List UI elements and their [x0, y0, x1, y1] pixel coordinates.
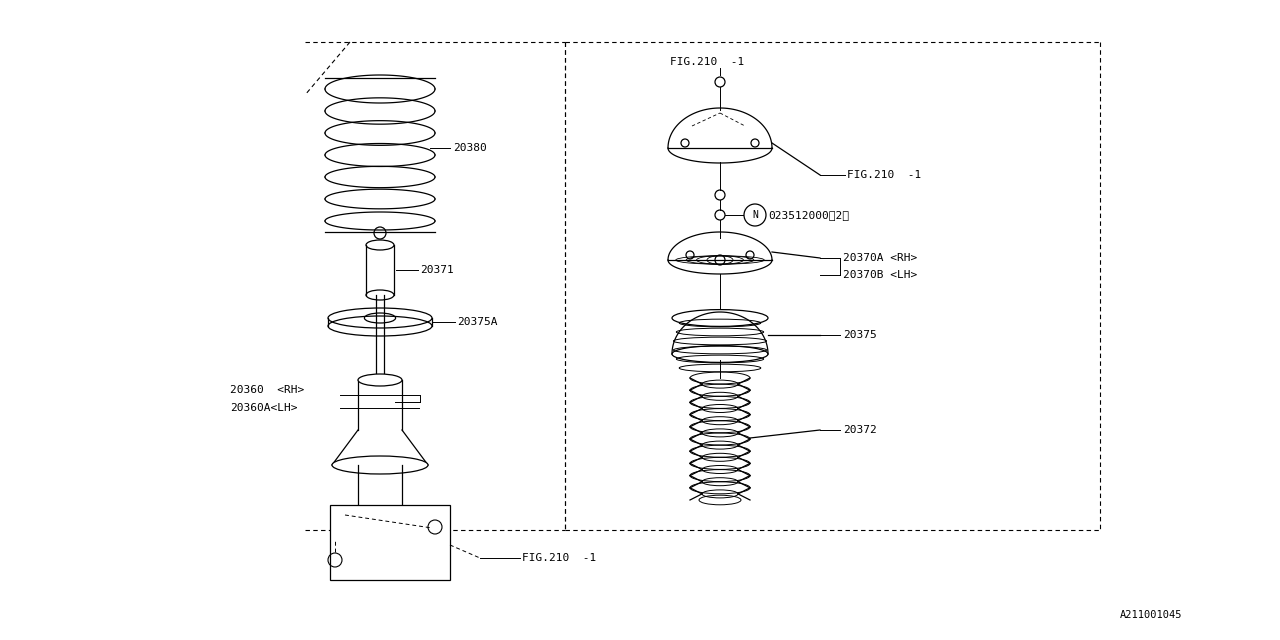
Text: FIG.210  -1: FIG.210 -1: [669, 57, 744, 67]
Ellipse shape: [328, 308, 433, 328]
Text: N: N: [753, 210, 758, 220]
Text: 20371: 20371: [420, 265, 453, 275]
Text: 023512000（2）: 023512000（2）: [768, 210, 849, 220]
Text: 20370B <LH>: 20370B <LH>: [844, 270, 918, 280]
Ellipse shape: [358, 374, 402, 386]
Text: A211001045: A211001045: [1120, 610, 1183, 620]
Circle shape: [744, 204, 765, 226]
Text: 20375: 20375: [844, 330, 877, 340]
Text: FIG.210  -1: FIG.210 -1: [522, 553, 596, 563]
Text: 20360  <RH>: 20360 <RH>: [230, 385, 305, 395]
Text: FIG.210  -1: FIG.210 -1: [847, 170, 922, 180]
Text: 20380: 20380: [453, 143, 486, 153]
Text: 20370A <RH>: 20370A <RH>: [844, 253, 918, 263]
Text: 20375A: 20375A: [457, 317, 498, 327]
Text: 20372: 20372: [844, 425, 877, 435]
Text: 20360A<LH>: 20360A<LH>: [230, 403, 297, 413]
Ellipse shape: [332, 456, 428, 474]
Bar: [330, 505, 451, 580]
